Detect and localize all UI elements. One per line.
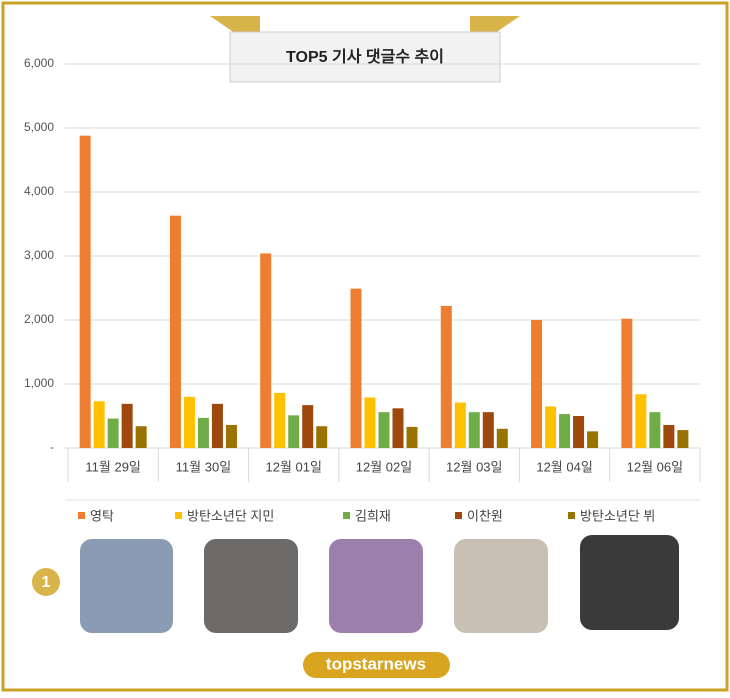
- bar: [211, 403, 223, 448]
- legend-label: 방탄소년단 뷔: [580, 508, 655, 523]
- bar: [183, 396, 195, 448]
- bar: [121, 403, 133, 448]
- y-tick-label: 2,000: [24, 312, 54, 326]
- bar: [79, 135, 91, 448]
- photo: [329, 539, 423, 633]
- bar: [260, 253, 272, 448]
- bar: [559, 414, 571, 448]
- bar: [350, 288, 362, 448]
- medal: [32, 568, 60, 596]
- y-tick-label: 5,000: [24, 120, 54, 134]
- bar: [225, 424, 237, 448]
- bar: [649, 412, 661, 448]
- bar: [406, 426, 418, 448]
- bar: [468, 412, 480, 448]
- bar: [316, 426, 328, 448]
- bar: [197, 417, 209, 448]
- legend-swatch: [175, 512, 182, 519]
- bar: [93, 401, 105, 448]
- bar: [378, 412, 390, 448]
- bar: [440, 305, 452, 448]
- y-tick-label: 1,000: [24, 376, 54, 390]
- bar: [107, 418, 119, 448]
- y-tick-label: -: [50, 440, 54, 454]
- bar: [302, 405, 314, 448]
- bar: [573, 416, 585, 448]
- bar: [169, 215, 181, 448]
- bar: [587, 431, 599, 448]
- x-tick-label: 12월 01일: [265, 459, 321, 474]
- legend-label: 방탄소년단 지민: [187, 508, 274, 523]
- bar: [531, 320, 543, 448]
- photo: [454, 539, 548, 633]
- x-tick-label: 12월 03일: [446, 459, 502, 474]
- y-tick-label: 3,000: [24, 248, 54, 262]
- bar: [454, 402, 466, 448]
- bar: [135, 426, 147, 448]
- photo: [580, 535, 679, 630]
- y-tick-label: 4,000: [24, 184, 54, 198]
- title-box: [229, 31, 501, 83]
- legend-swatch: [78, 512, 85, 519]
- photo: [80, 539, 173, 633]
- x-tick-label: 12월 02일: [356, 459, 412, 474]
- rank-badge: 1: [42, 574, 51, 591]
- x-tick-label: 11월 30일: [176, 459, 232, 474]
- bar: [545, 406, 557, 448]
- legend-label: 영탁: [90, 508, 114, 523]
- bar: [496, 428, 508, 448]
- x-tick-label: 12월 04일: [536, 459, 592, 474]
- y-tick-label: 6,000: [24, 56, 54, 70]
- bar: [635, 394, 647, 448]
- legend-label: 이찬원: [467, 508, 503, 523]
- legend-swatch: [343, 512, 350, 519]
- legend-swatch: [568, 512, 575, 519]
- bar: [621, 318, 633, 448]
- bar: [392, 408, 404, 448]
- bar: [663, 424, 675, 448]
- x-tick-label: 12월 06일: [627, 459, 683, 474]
- logo-box: [303, 652, 450, 678]
- photo: [204, 539, 298, 633]
- legend-swatch: [455, 512, 462, 519]
- x-tick-label: 11월 29일: [85, 459, 141, 474]
- bar: [364, 397, 376, 448]
- bar: [288, 415, 300, 448]
- chart-title: TOP5 기사 댓글수 추이: [286, 47, 444, 66]
- bar: [677, 430, 689, 448]
- bar: [482, 412, 494, 448]
- logo: topstarnews: [326, 654, 426, 673]
- legend-label: 김희재: [355, 508, 391, 523]
- bar: [274, 392, 286, 448]
